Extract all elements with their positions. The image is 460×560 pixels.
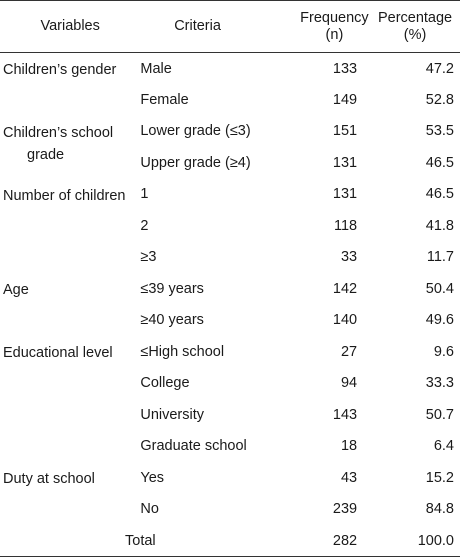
- criteria-cell: Female: [140, 91, 189, 108]
- variable-line1: Children’s school: [3, 124, 114, 141]
- table-row: University 143 50.7: [0, 399, 460, 431]
- frequency-cell: 151: [332, 123, 358, 140]
- frequency-cell: 18: [340, 438, 358, 455]
- criteria-cell: ≥40 years: [140, 312, 204, 329]
- criteria-cell: ≤39 years: [140, 280, 204, 297]
- frequency-cell: 142: [332, 280, 358, 297]
- criteria-cell: 2: [140, 217, 149, 234]
- percentage-cell: 15.2: [425, 469, 454, 486]
- table-row: Children’s school grade Lower grade (≤3)…: [0, 116, 460, 162]
- percentage-cell: 47.2: [425, 60, 454, 77]
- percentage-cell: 46.5: [425, 154, 454, 171]
- table-row: Upper grade (≥4) 131 46.5: [0, 147, 460, 179]
- percentage-cell: 46.5: [425, 186, 454, 203]
- header-percentage-line1: Percentage: [377, 9, 453, 26]
- percentage-cell: 49.6: [425, 312, 454, 329]
- percentage-cell: 53.5: [425, 123, 454, 140]
- criteria-cell: Graduate school: [140, 438, 247, 455]
- total-frequency: 282: [332, 532, 358, 549]
- variable-line2: grade: [27, 146, 65, 163]
- total-row: Total 282 100.0: [0, 525, 460, 557]
- variable-cell: Children’s school grade: [0, 116, 140, 179]
- header-frequency-line2: (n): [325, 26, 344, 43]
- criteria-cell: Yes: [140, 469, 165, 486]
- frequency-cell: 133: [332, 60, 358, 77]
- header-variables: Variables: [40, 18, 100, 34]
- table-row: Children’s gender Male 133 47.2: [0, 53, 460, 85]
- table-row: Graduate school 18 6.4: [0, 431, 460, 463]
- table-header: Variables Criteria Frequency (n) Percent…: [0, 0, 460, 53]
- header-frequency: Frequency (n): [295, 1, 370, 53]
- table-row: No 239 84.8: [0, 494, 460, 526]
- table-row: Educational level ≤High school 27 9.6: [0, 336, 460, 368]
- variable-cell: Number of children: [3, 187, 126, 204]
- percentage-cell: 33.3: [425, 375, 454, 392]
- table-row: ≥3 33 11.7: [0, 242, 460, 274]
- table-body: Children’s gender Male 133 47.2 Female 1…: [0, 53, 460, 557]
- header-frequency-line1: Frequency: [300, 9, 369, 26]
- frequency-cell: 239: [332, 501, 358, 518]
- criteria-cell: ≥3: [140, 249, 157, 266]
- table-row: College 94 33.3: [0, 368, 460, 400]
- frequency-cell: 118: [333, 217, 358, 234]
- table-row: Female 149 52.8: [0, 84, 460, 116]
- variable-cell: Age: [3, 282, 29, 298]
- percentage-cell: 50.7: [425, 406, 454, 423]
- criteria-cell: University: [140, 406, 205, 423]
- criteria-cell: No: [140, 501, 159, 518]
- frequency-cell: 94: [340, 375, 358, 392]
- frequency-cell: 143: [332, 406, 358, 423]
- variable-cell: Children’s gender: [3, 62, 117, 78]
- table-row: ≥40 years 140 49.6: [0, 305, 460, 337]
- header-criteria: Criteria: [174, 18, 221, 34]
- percentage-cell: 6.4: [433, 438, 454, 455]
- criteria-cell: Upper grade (≥4): [140, 154, 251, 171]
- criteria-cell: College: [140, 375, 190, 392]
- criteria-cell: Lower grade (≤3): [140, 123, 251, 140]
- header-percentage-line2: (%): [403, 26, 427, 43]
- frequency-cell: 27: [340, 343, 358, 360]
- percentage-cell: 84.8: [425, 501, 454, 518]
- criteria-cell: Male: [140, 60, 172, 77]
- frequency-cell: 149: [332, 91, 358, 108]
- frequency-cell: 140: [332, 312, 358, 329]
- header-row: Variables Criteria Frequency (n) Percent…: [0, 0, 460, 53]
- table-row: 2 118 41.8: [0, 210, 460, 242]
- percentage-cell: 50.4: [425, 280, 454, 297]
- criteria-cell: ≤High school: [140, 343, 225, 360]
- frequency-cell: 131: [332, 154, 358, 171]
- variable-cell: Duty at school: [3, 471, 95, 487]
- percentage-cell: 52.8: [425, 91, 454, 108]
- header-percentage: Percentage (%): [370, 1, 460, 53]
- table-row: Number of children 1 131 46.5: [0, 179, 460, 211]
- percentage-cell: 9.6: [433, 343, 454, 360]
- percentage-cell: 11.7: [426, 249, 454, 266]
- percentage-cell: 41.8: [425, 217, 454, 234]
- frequency-cell: 131: [332, 186, 358, 203]
- variable-cell: Educational level: [3, 345, 113, 361]
- table-row: Duty at school Yes 43 15.2: [0, 462, 460, 494]
- criteria-cell: 1: [140, 186, 149, 203]
- table-row: Age ≤39 years 142 50.4: [0, 273, 460, 305]
- total-percentage: 100.0: [417, 532, 454, 549]
- total-label: Total: [125, 532, 156, 549]
- frequency-cell: 43: [340, 469, 358, 486]
- frequency-cell: 33: [340, 249, 358, 266]
